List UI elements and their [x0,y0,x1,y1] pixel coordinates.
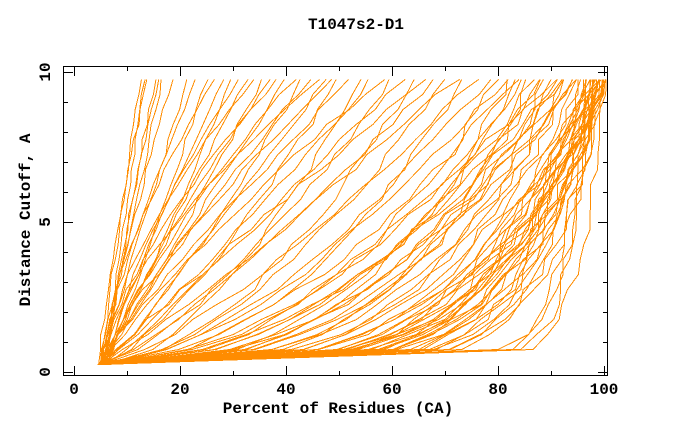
model-curve [103,79,225,365]
x-tick-label: 100 [590,381,619,399]
model-curve [100,79,597,365]
model-curve [105,79,604,365]
model-curve [101,79,564,365]
model-curve [106,79,492,365]
model-curve [104,79,579,365]
model-curve [103,79,337,365]
x-tick-label: 60 [382,381,401,399]
model-curve [101,79,520,365]
x-axis-label: Percent of Residues (CA) [223,400,453,418]
plot-border [63,66,608,376]
model-curve [101,79,591,365]
model-curve [101,79,479,365]
model-curve [99,79,188,365]
model-curve [98,79,509,365]
x-tick-label: 40 [276,381,295,399]
model-curve [101,79,142,365]
model-curve [107,79,239,365]
model-curve [99,79,607,365]
model-curve [100,79,349,365]
model-curve [99,79,522,365]
model-curve [104,79,146,365]
axes: 0 20 40 60 80 100 0 5 10 [37,62,618,399]
model-curve [102,79,332,365]
model-curve [103,79,596,365]
model-curve [99,79,582,365]
model-curve [103,79,587,365]
model-curve [97,79,390,365]
model-curve [100,79,369,365]
model-curve [104,79,591,365]
y-tick-label: 10 [37,62,55,81]
model-curve [100,79,607,365]
model-curve [99,79,285,365]
model-curve [104,79,592,365]
model-curve [98,79,148,365]
model-curve [98,79,301,365]
model-curve [101,79,277,365]
model-curve [99,79,600,365]
x-tick-label: 20 [170,381,189,399]
model-curve [106,79,516,365]
model-curve [97,79,544,365]
model-curve [101,79,577,365]
model-curve [105,79,327,365]
model-curve [104,79,255,365]
model-curve [106,79,558,365]
model-curve [103,79,174,365]
model-curve [107,79,297,365]
model-curve [106,79,541,365]
model-curve [102,79,499,365]
model-curve [102,79,594,365]
model-curve [101,79,604,365]
model-curve [100,79,215,365]
model-curve [101,79,460,365]
model-curve [108,79,573,365]
model-curves [97,79,607,365]
y-tick-label: 5 [37,217,55,227]
model-curve [99,79,577,365]
model-curve [104,79,535,365]
chart-title: T1047s2-D1 [308,16,404,34]
model-curve [104,79,565,365]
model-curve [102,79,312,365]
model-curve [103,79,597,365]
model-curve [104,79,386,365]
x-tick-label: 80 [488,381,507,399]
model-curve [106,79,362,365]
model-curve [102,79,558,365]
model-curve [103,79,427,365]
model-curve [99,79,434,365]
model-curve [106,79,445,365]
model-curve [100,79,320,365]
model-curve [106,79,406,365]
model-curve [102,79,607,365]
y-axis-label: Distance Cutoff, A [17,133,35,306]
model-curve [102,79,606,365]
model-curve [101,79,415,365]
x-tick-label: 0 [69,381,79,399]
model-curve [98,79,232,365]
model-curve [103,79,604,365]
y-tick-label: 0 [37,367,55,377]
model-curve [104,79,603,365]
model-curve [102,79,602,365]
model-curve [99,79,586,365]
model-curve [99,79,601,365]
